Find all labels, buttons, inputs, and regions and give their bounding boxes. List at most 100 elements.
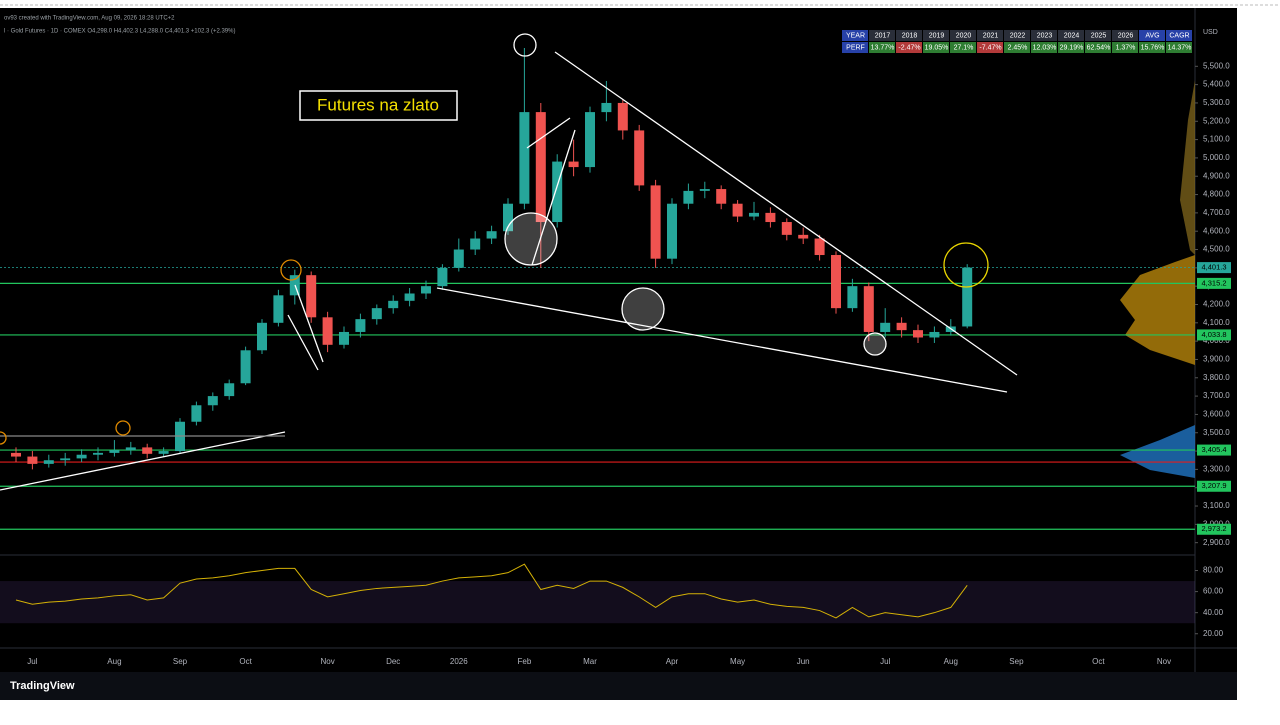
table-text: 14.37% bbox=[1168, 44, 1192, 51]
table-text: 62.54% bbox=[1087, 44, 1111, 51]
y-tick-label: 5,000.0 bbox=[1203, 153, 1230, 162]
y-tick-label: 4,800.0 bbox=[1203, 190, 1230, 199]
x-tick-label: Jul bbox=[880, 657, 890, 666]
candle-body bbox=[732, 203, 743, 217]
y-tick-label: 4,500.0 bbox=[1203, 245, 1230, 254]
table-text: 12.03% bbox=[1033, 44, 1057, 51]
table-text: -2.47% bbox=[898, 44, 920, 51]
trendline bbox=[294, 284, 324, 363]
level-label: 3,405.4 bbox=[1201, 445, 1226, 454]
table-cell bbox=[1166, 42, 1192, 53]
rsi-line bbox=[15, 563, 968, 619]
level-label: 3,207.9 bbox=[1201, 481, 1226, 490]
table-cell bbox=[842, 42, 868, 53]
rsi-tick-label: 60.00 bbox=[1203, 587, 1224, 596]
candle-body bbox=[273, 295, 284, 323]
table-text: PERF bbox=[846, 44, 865, 51]
y-tick-label: 3,500.0 bbox=[1203, 428, 1230, 437]
table-header-text: 2026 bbox=[1118, 32, 1134, 39]
candle-body bbox=[371, 308, 382, 320]
table-header-cell bbox=[1112, 30, 1138, 41]
candle-body bbox=[43, 460, 54, 464]
table-header-cell bbox=[1139, 30, 1165, 41]
x-tick-label: Feb bbox=[518, 657, 532, 666]
candle-body bbox=[831, 255, 841, 309]
x-tick-label: Oct bbox=[239, 657, 252, 666]
table-cell bbox=[1004, 42, 1030, 53]
table-header-text: CAGR bbox=[1169, 32, 1189, 39]
x-tick-label: Sep bbox=[173, 657, 188, 666]
table-header-text: AVG bbox=[1145, 32, 1159, 39]
trendline bbox=[287, 314, 319, 371]
candle-body bbox=[519, 112, 530, 204]
circle bbox=[280, 259, 302, 281]
y-tick-label: 4,100.0 bbox=[1203, 318, 1230, 327]
table-cell bbox=[923, 42, 949, 53]
trendline bbox=[554, 51, 1018, 376]
level-badge bbox=[1197, 480, 1231, 492]
symbol-text: l · Gold Futures · 1D · COMEX O4,298.0 H… bbox=[4, 29, 235, 35]
table-header-text: 2020 bbox=[956, 32, 972, 39]
candle-body bbox=[207, 396, 218, 406]
candle-body bbox=[650, 185, 661, 259]
table-header-cell bbox=[1085, 30, 1111, 41]
circle bbox=[943, 242, 989, 288]
candle-body bbox=[880, 322, 891, 332]
candle-body bbox=[896, 322, 907, 331]
candle-body bbox=[503, 203, 513, 232]
candle-body bbox=[93, 452, 103, 455]
candle-body bbox=[11, 452, 21, 457]
candle-body bbox=[224, 383, 235, 397]
table-text: 15.76% bbox=[1141, 44, 1165, 51]
level-label: 2,973.2 bbox=[1201, 524, 1226, 533]
trendline bbox=[0, 431, 286, 491]
level-label: 4,401.3 bbox=[1201, 263, 1226, 272]
table-header-cell bbox=[1058, 30, 1084, 41]
y-tick-label: 2,900.0 bbox=[1203, 538, 1230, 547]
x-tick-label: Aug bbox=[944, 657, 958, 666]
profile-shape bbox=[1120, 255, 1195, 365]
candle-body bbox=[535, 112, 546, 223]
candle-body bbox=[634, 130, 645, 186]
candle-body bbox=[617, 102, 628, 131]
table-text: 1.37% bbox=[1116, 44, 1136, 51]
y-tick-label: 4,700.0 bbox=[1203, 208, 1230, 217]
rsi-tick-label: 20.00 bbox=[1203, 629, 1224, 638]
candle-body bbox=[847, 286, 858, 309]
circle bbox=[0, 431, 7, 445]
y-tick-label: 5,500.0 bbox=[1203, 61, 1230, 70]
table-cell bbox=[1085, 42, 1111, 53]
x-tick-label: 2026 bbox=[450, 657, 468, 666]
table-header-text: 2018 bbox=[902, 32, 918, 39]
circle bbox=[115, 420, 131, 436]
table-header-text: 2024 bbox=[1064, 32, 1080, 39]
plot: 2,900.03,000.03,100.03,200.03,300.03,400… bbox=[0, 47, 1231, 666]
table-header-cell bbox=[869, 30, 895, 41]
candle-body bbox=[470, 238, 481, 250]
candle-body bbox=[257, 322, 267, 351]
x-tick-label: Jun bbox=[797, 657, 810, 666]
candle-body bbox=[27, 456, 38, 464]
table-header-text: 2021 bbox=[983, 32, 999, 39]
rsi-tick-label: 40.00 bbox=[1203, 608, 1224, 617]
y-tick-label: 3,300.0 bbox=[1203, 464, 1230, 473]
rsi-tick-label: 80.00 bbox=[1203, 566, 1224, 575]
table-text: 2.45% bbox=[1008, 44, 1028, 51]
x-tick-label: Oct bbox=[1092, 657, 1105, 666]
candle-body bbox=[404, 293, 415, 301]
x-tick-label: Apr bbox=[666, 657, 679, 666]
candle-body bbox=[814, 238, 825, 256]
table-header-cell bbox=[896, 30, 922, 41]
candle-body bbox=[158, 451, 169, 454]
candle-body bbox=[306, 275, 317, 318]
candle-body bbox=[142, 447, 153, 454]
candle-body bbox=[421, 286, 431, 294]
table-header-cell bbox=[1004, 30, 1030, 41]
candle-body bbox=[585, 112, 595, 168]
candle-body bbox=[781, 222, 792, 235]
candle-body bbox=[568, 161, 579, 168]
created-text: ov93 created with TradingView.com, Aug 0… bbox=[4, 16, 175, 22]
table-cell bbox=[950, 42, 976, 53]
drawings bbox=[0, 33, 1018, 491]
table-header-text: YEAR bbox=[846, 32, 865, 39]
